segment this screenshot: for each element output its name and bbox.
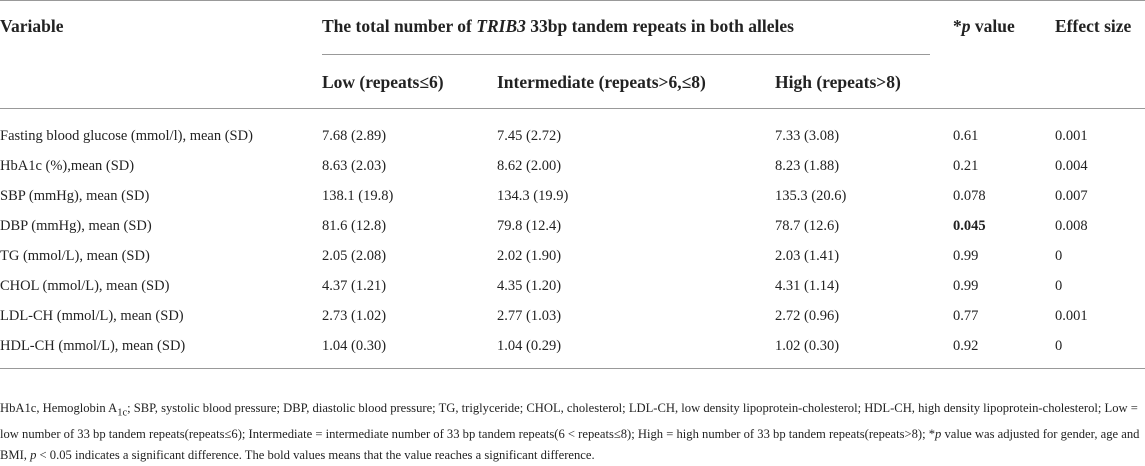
header-effect-size: Effect size: [1055, 16, 1132, 36]
intermediate-cell: 2.77 (1.03): [497, 308, 562, 324]
low-cell: 138.1 (19.8): [322, 188, 394, 204]
variable-cell: CHOL (mmol/L), mean (SD): [0, 278, 170, 294]
effect-size-cell: 0.004: [1055, 158, 1088, 174]
intermediate-cell: 134.3 (19.9): [497, 188, 569, 204]
footnote: HbA1c, Hemoglobin A1c; SBP, systolic blo…: [0, 398, 1140, 466]
header-low: Low (repeats≤6): [322, 72, 444, 92]
low-cell: 81.6 (12.8): [322, 218, 387, 234]
p-value-cell: 0.92: [953, 338, 979, 354]
high-cell: 4.31 (1.14): [775, 278, 840, 294]
intermediate-cell: 79.8 (12.4): [497, 218, 562, 234]
intermediate-cell: 1.04 (0.29): [497, 338, 562, 354]
variable-cell: HDL-CH (mmol/L), mean (SD): [0, 338, 186, 354]
effect-size-cell: 0.008: [1055, 218, 1088, 234]
low-cell: 4.37 (1.21): [322, 278, 387, 294]
header-rule: [0, 108, 1145, 109]
gene-name: TRIB3: [476, 16, 526, 36]
header-p-value: *p value: [953, 16, 1015, 37]
group-rule: [322, 54, 930, 55]
p-value-cell: 0.77: [953, 308, 979, 324]
subscript: 1c: [117, 407, 128, 419]
low-cell: 7.68 (2.89): [322, 128, 387, 144]
variable-cell: Fasting blood glucose (mmol/l), mean (SD…: [0, 128, 253, 144]
intermediate-cell: 8.62 (2.00): [497, 158, 562, 174]
variable-cell: DBP (mmHg), mean (SD): [0, 218, 152, 234]
text: ; SBP, systolic blood pressure; DBP, dia…: [0, 401, 1138, 441]
text: value was adjusted for gender, age and B…: [0, 426, 1140, 462]
header-variable: Variable: [0, 16, 64, 36]
high-cell: 7.33 (3.08): [775, 128, 840, 144]
text: p: [935, 426, 942, 441]
text: p: [30, 447, 37, 462]
text: value: [970, 16, 1015, 36]
intermediate-cell: 2.02 (1.90): [497, 248, 562, 264]
p-value-cell: 0.078: [953, 188, 986, 204]
effect-size-cell: 0: [1055, 338, 1063, 354]
intermediate-cell: 7.45 (2.72): [497, 128, 562, 144]
text: p: [961, 16, 971, 36]
intermediate-cell: 4.35 (1.20): [497, 278, 562, 294]
low-cell: 2.73 (1.02): [322, 308, 387, 324]
effect-size-cell: 0.001: [1055, 128, 1088, 144]
effect-size-cell: 0: [1055, 278, 1063, 294]
p-value-cell: 0.045: [953, 218, 986, 234]
effect-size-cell: 0.007: [1055, 188, 1088, 204]
effect-size-cell: 0.001: [1055, 308, 1088, 324]
text: < 0.05 indicates a significant differenc…: [36, 447, 595, 462]
low-cell: 2.05 (2.08): [322, 248, 387, 264]
high-cell: 78.7 (12.6): [775, 218, 840, 234]
low-cell: 1.04 (0.30): [322, 338, 387, 354]
text: HbA1c, Hemoglobin A: [0, 401, 118, 415]
text: The total number of: [322, 16, 477, 36]
variable-cell: SBP (mmHg), mean (SD): [0, 188, 150, 204]
top-rule: [0, 0, 1145, 1]
p-value-cell: 0.99: [953, 248, 979, 264]
variable-cell: TG (mmol/L), mean (SD): [0, 248, 150, 264]
p-value-cell: 0.21: [953, 158, 979, 174]
low-cell: 8.63 (2.03): [322, 158, 387, 174]
header-intermediate: Intermediate (repeats>6,≤8): [497, 72, 706, 92]
header-group: The total number of TRIB3 33bp tandem re…: [322, 16, 794, 37]
effect-size-cell: 0: [1055, 248, 1063, 264]
high-cell: 1.02 (0.30): [775, 338, 840, 354]
p-value-cell: 0.61: [953, 128, 979, 144]
high-cell: 2.72 (0.96): [775, 308, 840, 324]
variable-cell: HbA1c (%),mean (SD): [0, 158, 135, 174]
variable-cell: LDL-CH (mmol/L), mean (SD): [0, 308, 184, 324]
text: 33bp tandem repeats in both alleles: [525, 16, 794, 36]
high-cell: 2.03 (1.41): [775, 248, 840, 264]
bottom-rule: [0, 368, 1145, 369]
high-cell: 135.3 (20.6): [775, 188, 847, 204]
text: *: [953, 16, 962, 36]
p-value-cell: 0.99: [953, 278, 979, 294]
high-cell: 8.23 (1.88): [775, 158, 840, 174]
header-high: High (repeats>8): [775, 72, 901, 92]
